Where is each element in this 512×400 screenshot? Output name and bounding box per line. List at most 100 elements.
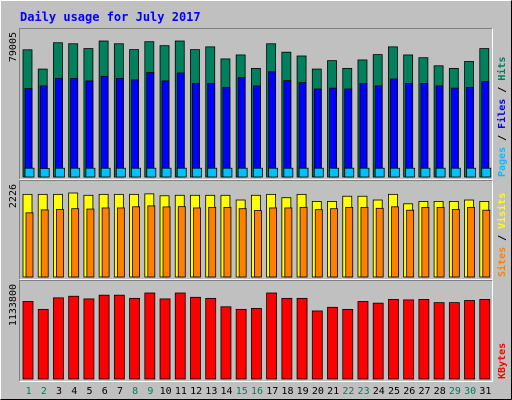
bar-pages-day-19 xyxy=(298,167,309,178)
bar-files-day-11 xyxy=(176,72,185,178)
bar-kbytes-day-2 xyxy=(37,308,49,380)
bar-files-day-19 xyxy=(298,82,307,178)
series-sites xyxy=(25,205,491,278)
bar-kbytes-day-22 xyxy=(342,308,354,380)
bar-pages-day-11 xyxy=(176,167,187,178)
bar-kbytes-day-3 xyxy=(53,297,64,380)
panel-2-max-label: 2226 xyxy=(8,184,19,208)
bar-sites-day-15 xyxy=(238,208,247,278)
legend-sites: Sites xyxy=(496,247,508,277)
bar-pages-day-12 xyxy=(192,167,202,178)
bar-files-day-18 xyxy=(283,80,292,178)
legend-separator: / xyxy=(497,129,508,147)
bar-sites-day-21 xyxy=(330,208,338,278)
legend-kbytes: KBytes xyxy=(497,343,508,379)
bar-pages-day-2 xyxy=(39,168,50,178)
bar-kbytes-day-27 xyxy=(418,299,430,380)
bar-kbytes-day-26 xyxy=(403,299,415,380)
bar-files-day-4 xyxy=(70,77,79,178)
x-tick-label: 5 xyxy=(87,386,93,397)
bar-sites-day-19 xyxy=(299,206,308,278)
series-files xyxy=(24,71,490,178)
bar-files-day-25 xyxy=(390,78,398,178)
bar-pages-day-25 xyxy=(390,167,400,178)
bar-kbytes-day-15 xyxy=(235,308,247,380)
panel-1-max-label: 79005 xyxy=(8,32,19,62)
bar-pages-day-31 xyxy=(481,167,492,178)
bar-sites-day-20 xyxy=(314,209,323,278)
x-tick-label: 10 xyxy=(160,386,172,397)
bar-files-day-15 xyxy=(237,77,246,178)
panel-1: 79005 Pages / Files / Hits xyxy=(8,28,508,180)
bar-sites-day-27 xyxy=(421,206,430,278)
bar-sites-day-31 xyxy=(482,209,491,278)
bar-files-day-3 xyxy=(55,77,63,178)
x-tick-label: 8 xyxy=(132,386,138,397)
bar-pages-day-4 xyxy=(70,167,81,178)
bar-kbytes-day-23 xyxy=(357,301,369,380)
bar-kbytes-day-5 xyxy=(83,298,95,380)
bar-sites-day-1 xyxy=(25,212,34,278)
bar-kbytes-day-31 xyxy=(479,299,491,380)
x-tick-label: 26 xyxy=(403,386,415,397)
x-tick-label: 15 xyxy=(236,386,248,397)
bar-files-day-20 xyxy=(313,88,322,178)
legend-visits: Visits xyxy=(496,193,508,229)
legend-separator: / xyxy=(497,229,508,247)
bar-sites-day-22 xyxy=(345,206,354,278)
bar-kbytes-day-25 xyxy=(388,299,399,380)
x-tick-label: 4 xyxy=(71,386,77,397)
bar-pages-day-6 xyxy=(100,167,111,178)
legend-hits: Hits xyxy=(496,57,508,81)
bar-pages-day-13 xyxy=(207,167,218,178)
x-tick-label: 30 xyxy=(464,386,476,397)
bar-files-day-29 xyxy=(450,87,459,178)
series-kbytes xyxy=(22,292,491,380)
bar-sites-day-17 xyxy=(269,207,278,278)
bar-files-day-6 xyxy=(100,75,109,178)
bar-files-day-1 xyxy=(24,88,33,178)
bar-pages-day-1 xyxy=(24,167,35,178)
bar-pages-day-8 xyxy=(131,167,141,178)
bar-sites-day-25 xyxy=(391,206,399,278)
legend-separator: / xyxy=(497,81,508,99)
bar-files-day-12 xyxy=(192,83,200,178)
bar-pages-day-10 xyxy=(161,167,172,178)
bar-kbytes-day-19 xyxy=(296,297,308,380)
x-tick-label: 31 xyxy=(479,386,491,397)
bar-kbytes-day-14 xyxy=(220,306,232,380)
bar-files-day-7 xyxy=(115,77,124,178)
bar-pages-day-23 xyxy=(359,167,370,178)
panel-3-max-label: 1133800 xyxy=(8,284,19,326)
bar-pages-day-24 xyxy=(374,167,385,178)
bar-sites-day-12 xyxy=(193,207,201,278)
bar-files-day-5 xyxy=(85,80,94,178)
bar-sites-day-7 xyxy=(116,207,125,278)
x-tick-label: 25 xyxy=(388,386,400,397)
bar-kbytes-day-9 xyxy=(144,292,156,380)
bar-pages-day-21 xyxy=(329,167,339,178)
bar-sites-day-3 xyxy=(56,209,64,278)
bar-files-day-17 xyxy=(268,71,277,178)
panel-2: 2226 Sites / Visits xyxy=(8,180,508,280)
bar-kbytes-day-18 xyxy=(281,297,293,380)
bar-sites-day-4 xyxy=(71,208,80,278)
bar-kbytes-day-12 xyxy=(190,296,201,380)
bar-kbytes-day-10 xyxy=(159,298,171,380)
bar-sites-day-28 xyxy=(436,206,445,278)
bar-kbytes-day-1 xyxy=(22,301,34,380)
bar-pages-day-17 xyxy=(268,167,279,178)
x-tick-label: 6 xyxy=(102,386,108,397)
x-tick-label: 13 xyxy=(205,386,217,397)
legend-files: Files xyxy=(496,99,508,129)
x-axis-day-labels: 1 2 3 4 5 6 7 8 9 10 11 12 13 14 15 16 17 18 19 20 21 22 23 24 2… xyxy=(26,386,492,397)
bar-sites-day-13 xyxy=(208,206,217,278)
bar-pages-day-14 xyxy=(222,167,233,178)
bar-sites-day-24 xyxy=(375,207,384,278)
bar-sites-day-2 xyxy=(40,209,49,278)
bar-kbytes-day-24 xyxy=(372,302,384,380)
bar-sites-day-6 xyxy=(101,207,110,278)
bar-sites-day-14 xyxy=(223,206,232,278)
bar-kbytes-day-30 xyxy=(464,300,475,380)
x-tick-label: 21 xyxy=(327,386,339,397)
